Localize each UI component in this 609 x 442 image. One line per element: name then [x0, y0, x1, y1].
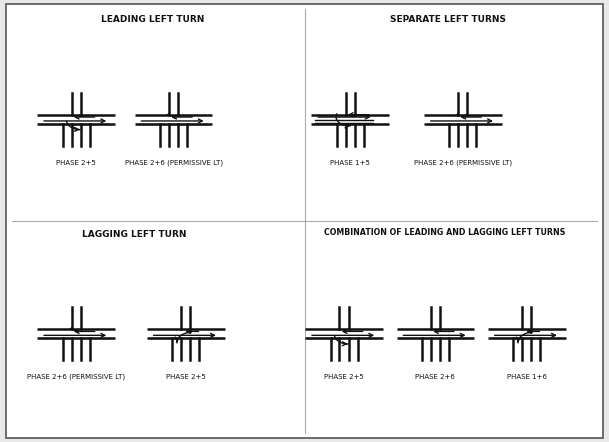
- Text: PHASE 1+5: PHASE 1+5: [330, 160, 370, 166]
- Text: PHASE 2+6: PHASE 2+6: [415, 374, 456, 380]
- Text: PHASE 2+5: PHASE 2+5: [166, 374, 206, 380]
- Text: PHASE 2+6 (PERMISSIVE LT): PHASE 2+6 (PERMISSIVE LT): [124, 160, 223, 166]
- Text: PHASE 2+5: PHASE 2+5: [324, 374, 364, 380]
- Text: PHASE 2+5: PHASE 2+5: [56, 160, 96, 166]
- Text: PHASE 2+6 (PERMISSIVE LT): PHASE 2+6 (PERMISSIVE LT): [414, 160, 512, 166]
- Text: PHASE 1+6: PHASE 1+6: [507, 374, 547, 380]
- FancyBboxPatch shape: [6, 4, 603, 438]
- Text: SEPARATE LEFT TURNS: SEPARATE LEFT TURNS: [390, 15, 505, 24]
- Text: PHASE 2+6 (PERMISSIVE LT): PHASE 2+6 (PERMISSIVE LT): [27, 374, 125, 381]
- Text: COMBINATION OF LEADING AND LAGGING LEFT TURNS: COMBINATION OF LEADING AND LAGGING LEFT …: [324, 228, 565, 236]
- Text: LAGGING LEFT TURN: LAGGING LEFT TURN: [82, 230, 186, 239]
- Text: LEADING LEFT TURN: LEADING LEFT TURN: [100, 15, 204, 24]
